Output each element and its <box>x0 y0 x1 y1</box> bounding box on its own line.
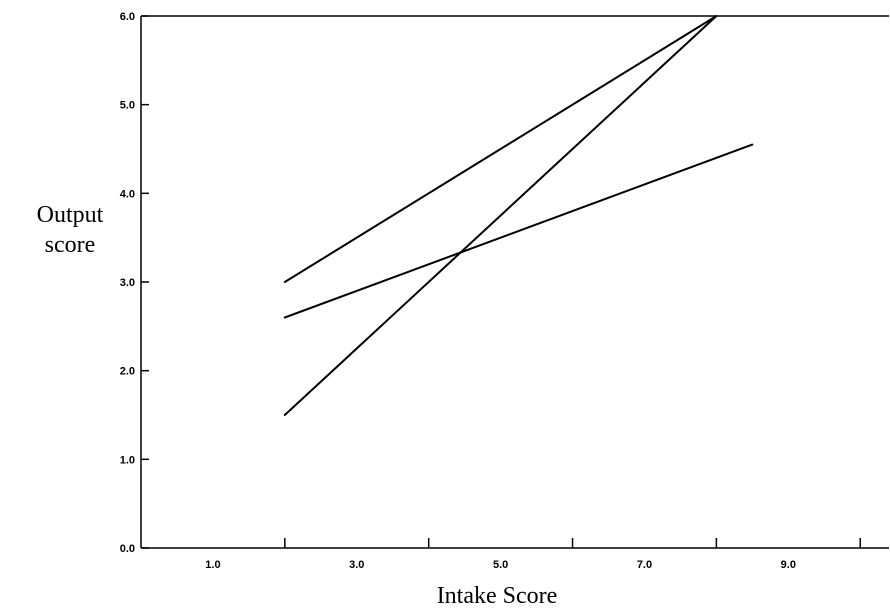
x-tick-label: 7.0 <box>637 559 652 571</box>
series-group <box>283 15 754 416</box>
y-tick-label: 4.0 <box>120 188 135 200</box>
x-axis-title: Intake Score <box>437 583 558 609</box>
series-line-2 <box>283 15 718 416</box>
x-tick-label: 5.0 <box>493 559 508 571</box>
x-tick-label: 9.0 <box>781 559 796 571</box>
y-tick-label: 6.0 <box>120 11 135 23</box>
y-axis-title-line-1: Output <box>37 202 104 228</box>
y-tick-label: 0.0 <box>120 543 135 555</box>
x-tick-label: 3.0 <box>349 559 364 571</box>
y-tick-label: 2.0 <box>120 366 135 378</box>
x-ticks: 1.0 3.0 5.0 7.0 9.0 <box>205 538 861 571</box>
y-tick-label: 5.0 <box>120 100 135 112</box>
series-line-3 <box>283 143 754 319</box>
x-tick-label: 1.0 <box>205 559 220 571</box>
axes <box>140 15 889 549</box>
series-line-1 <box>283 15 718 283</box>
y-ticks: 0.0 1.0 2.0 3.0 4.0 5.0 6.0 <box>120 11 149 555</box>
y-axis-title-line-2: score <box>45 232 96 258</box>
y-tick-label: 3.0 <box>120 277 135 289</box>
y-tick-label: 1.0 <box>120 454 135 466</box>
